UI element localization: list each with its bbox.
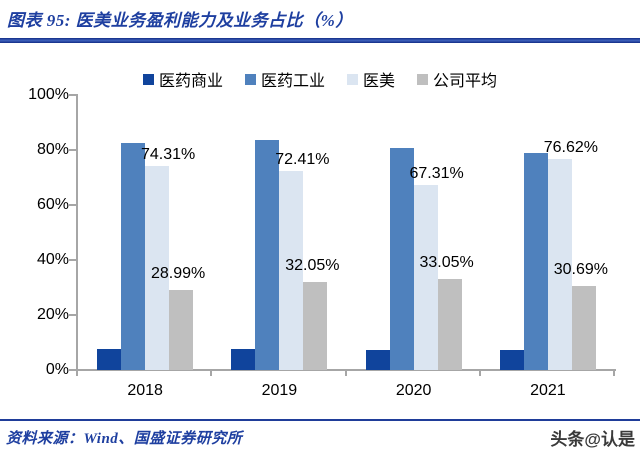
- legend-label: 医美: [363, 73, 396, 90]
- legend-item-2: 医美: [347, 67, 395, 91]
- footer-divider-rule: [0, 419, 640, 421]
- bar-公司平均-2021: [571, 285, 596, 370]
- chart-title: 图表 95: 医美业务盈利能力及业务占比（%）: [7, 11, 353, 30]
- x-axis-tick: [344, 369, 347, 376]
- legend-label: 医药工业: [260, 73, 325, 90]
- bar-医美-2021: [547, 159, 572, 370]
- legend-label: 医药商业: [158, 73, 223, 90]
- legend-item-3: 公司平均: [417, 67, 497, 91]
- x-axis-tick: [478, 369, 481, 376]
- data-label-公司平均-2018: 28.99%: [151, 265, 206, 283]
- data-label-公司平均-2021: 30.69%: [553, 260, 609, 278]
- y-axis-line: [76, 94, 78, 372]
- bar-医美-2020: [413, 184, 438, 370]
- data-label-医美-2018: 74.31%: [141, 145, 196, 163]
- legend-item-1: 医药工业: [244, 67, 325, 91]
- legend-label: 公司平均: [433, 73, 498, 90]
- legend-swatch-icon: [142, 73, 154, 85]
- bar-医药工业-2019: [255, 140, 280, 370]
- x-axis-tick: [613, 369, 615, 376]
- y-axis-tick-label: 40%: [36, 251, 69, 268]
- legend-swatch-icon: [347, 73, 358, 85]
- x-axis-label-2021: 2021: [530, 382, 566, 399]
- y-axis-tick-label: 100%: [28, 86, 69, 103]
- bar-医药商业-2019: [231, 349, 256, 370]
- bar-医药工业-2018: [121, 143, 146, 370]
- y-axis-tick: [69, 314, 76, 316]
- x-axis-label-2018: 2018: [127, 382, 163, 399]
- bar-group-2019: 72.41% 32.05%: [212, 95, 346, 370]
- data-label-医美-2019: 72.41%: [275, 150, 330, 168]
- y-axis-tick: [69, 149, 76, 151]
- x-axis-tick: [76, 369, 78, 376]
- plot-area: 74.31% 28.99% 72.41% 32.05% 67.31% 33.05% 76.6…: [78, 95, 615, 370]
- chart-legend: 医药商业 医药工业 医美 公司平均: [0, 67, 640, 91]
- y-axis-tick: [69, 204, 76, 206]
- x-axis-label-2019: 2019: [261, 382, 298, 399]
- data-label-公司平均-2020: 33.05%: [419, 254, 474, 272]
- x-axis-labels: 2018 2019 2020 2021: [78, 382, 615, 400]
- bar-公司平均-2019: [303, 281, 328, 370]
- y-axis-tick-label: 80%: [36, 141, 69, 158]
- legend-swatch-icon: [417, 73, 429, 85]
- y-axis-tick: [69, 94, 76, 96]
- x-axis-tick: [210, 369, 213, 376]
- data-label-医美-2020: 67.31%: [409, 164, 464, 182]
- bar-医药商业-2021: [499, 350, 524, 370]
- title-divider-rule: [0, 38, 640, 43]
- source-note: 资料来源：Wind、国盛证券研究所: [6, 431, 243, 447]
- bar-医美-2019: [279, 170, 304, 370]
- bar-医美-2018: [145, 165, 170, 370]
- data-label-公司平均-2019: 32.05%: [285, 256, 340, 274]
- watermark: 头条@认是: [550, 430, 635, 449]
- bar-group-2021: 76.62% 30.69%: [481, 95, 615, 370]
- x-axis-label-2020: 2020: [395, 382, 432, 399]
- y-axis-tick: [69, 259, 76, 261]
- bar-group-2020: 67.31% 33.05%: [347, 95, 481, 370]
- y-axis-tick-label: 0%: [45, 361, 69, 378]
- bar-医药工业-2021: [523, 153, 548, 370]
- y-axis-tick-label: 60%: [36, 196, 69, 213]
- y-axis-tick-label: 20%: [36, 306, 69, 323]
- bar-医药商业-2018: [97, 349, 122, 370]
- bar-医药商业-2020: [365, 349, 390, 370]
- bar-公司平均-2020: [437, 279, 462, 370]
- bar-医药工业-2020: [389, 148, 414, 370]
- bar-公司平均-2018: [169, 290, 194, 370]
- data-label-医美-2021: 76.62%: [543, 139, 599, 157]
- legend-swatch-icon: [244, 73, 256, 85]
- y-axis-tick: [69, 369, 76, 371]
- legend-item-0: 医药商业: [142, 67, 223, 91]
- bar-group-2018: 74.31% 28.99%: [78, 95, 212, 370]
